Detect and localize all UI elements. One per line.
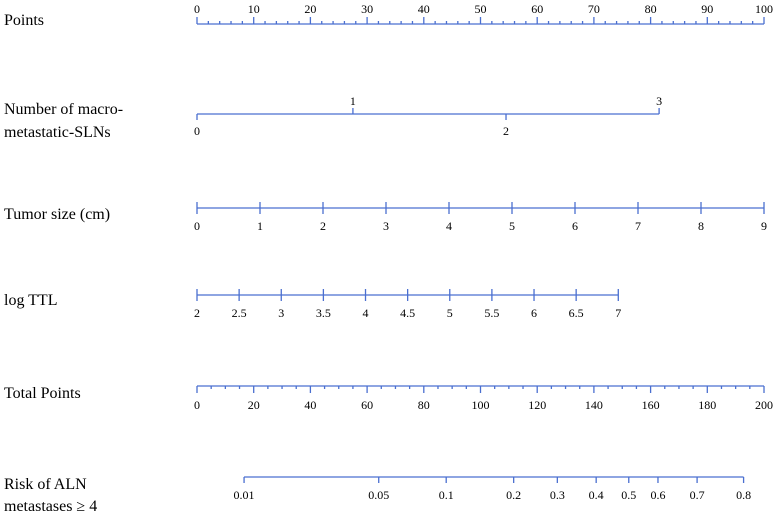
log-ttl-tick-label: 2.5 (232, 306, 247, 320)
macro-slns-tick-label: 0 (194, 124, 200, 138)
points-tick-label: 70 (588, 2, 600, 16)
tumor-size-tick-label: 6 (572, 219, 578, 233)
macro-slns-tick-label: 3 (656, 94, 662, 108)
log-ttl-tick-label: 6.5 (569, 306, 584, 320)
row-label-total-points: Total Points (4, 385, 81, 402)
risk-tick-label: 0.4 (589, 488, 604, 502)
total-points-tick-label: 120 (528, 398, 546, 412)
tumor-size-tick-label: 9 (761, 219, 767, 233)
row-label-risk-line2: metastases ≥ 4 (4, 498, 97, 515)
log-ttl-tick-label: 6 (531, 306, 537, 320)
macro-slns-tick-label: 2 (503, 124, 509, 138)
tumor-size-tick-label: 4 (446, 219, 452, 233)
log-ttl-tick-label: 7 (615, 306, 621, 320)
risk-tick-label: 0.2 (506, 488, 521, 502)
row-label-macro-slns-line1: Number of macro- (4, 101, 123, 118)
total-points-tick-label: 80 (418, 398, 430, 412)
points-tick-label: 50 (475, 2, 487, 16)
risk-tick-label: 0.5 (621, 488, 636, 502)
points-tick-label: 0 (194, 2, 200, 16)
macro-slns-tick-label: 1 (350, 94, 356, 108)
total-points-tick-label: 40 (304, 398, 316, 412)
log-ttl-tick-label: 5.5 (484, 306, 499, 320)
total-points-tick-label: 0 (194, 398, 200, 412)
tumor-size-tick-label: 5 (509, 219, 515, 233)
total-points-tick-label: 20 (248, 398, 260, 412)
risk-tick-label: 0.6 (650, 488, 665, 502)
points-tick-label: 90 (701, 2, 713, 16)
risk-tick-label: 0.1 (439, 488, 454, 502)
points-tick-label: 10 (248, 2, 260, 16)
points-tick-label: 80 (645, 2, 657, 16)
risk-tick-label: 0.3 (550, 488, 565, 502)
log-ttl-tick-label: 4.5 (400, 306, 415, 320)
risk-tick-label: 0.7 (690, 488, 705, 502)
total-points-tick-label: 140 (585, 398, 603, 412)
risk-tick-label: 0.01 (234, 488, 255, 502)
risk-tick-label: 0.05 (368, 488, 389, 502)
row-label-points: Points (4, 12, 44, 29)
tumor-size-tick-label: 8 (698, 219, 704, 233)
row-label-log-ttl: log TTL (4, 292, 57, 309)
tumor-size-tick-label: 3 (383, 219, 389, 233)
total-points-tick-label: 100 (472, 398, 490, 412)
total-points-tick-label: 60 (361, 398, 373, 412)
points-tick-label: 40 (418, 2, 430, 16)
points-tick-label: 30 (361, 2, 373, 16)
total-points-tick-label: 200 (755, 398, 773, 412)
row-label-tumor-size: Tumor size (cm) (4, 206, 110, 223)
log-ttl-tick-label: 5 (447, 306, 453, 320)
total-points-tick-label: 160 (642, 398, 660, 412)
row-labels: Points Number of macro- metastatic-SLNs … (4, 12, 123, 515)
log-ttl-tick-label: 4 (363, 306, 369, 320)
tumor-size-tick-label: 0 (194, 219, 200, 233)
total-points-tick-label: 180 (698, 398, 716, 412)
log-ttl-tick-label: 2 (194, 306, 200, 320)
tumor-size-tick-label: 2 (320, 219, 326, 233)
points-tick-label: 100 (755, 2, 773, 16)
tumor-size-tick-label: 7 (635, 219, 641, 233)
row-label-risk-line1: Risk of ALN (4, 476, 87, 493)
tumor-size-tick-label: 1 (257, 219, 263, 233)
points-tick-label: 60 (531, 2, 543, 16)
log-ttl-tick-label: 3 (278, 306, 284, 320)
points-tick-label: 20 (304, 2, 316, 16)
log-ttl-tick-label: 3.5 (316, 306, 331, 320)
risk-tick-label: 0.8 (736, 488, 751, 502)
row-label-macro-slns-line2: metastatic-SLNs (4, 124, 111, 141)
